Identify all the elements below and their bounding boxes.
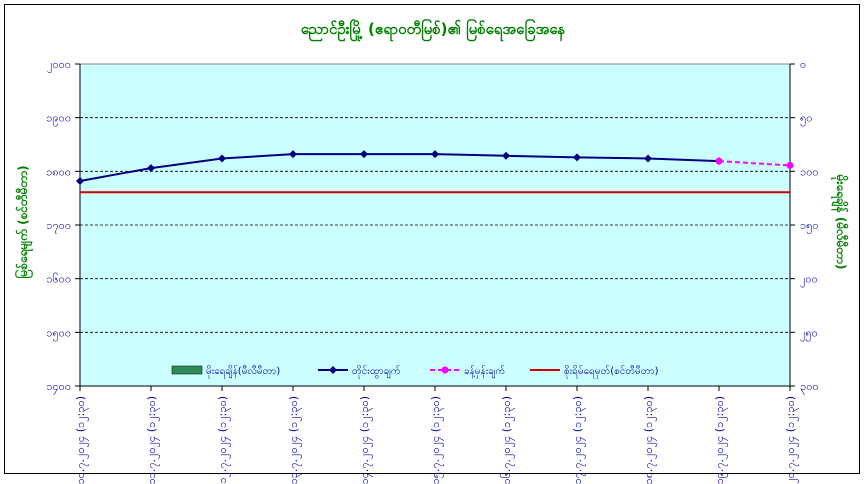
observed-point (147, 164, 155, 173)
legend-label: တိုင်းထွာချက် (352, 364, 401, 379)
x-tick-label: ၁၄.၇.၂၀၂၄ (၁၂:၃၀) (358, 396, 373, 484)
y-left-tick-label: ၁၈၀၀ (46, 165, 71, 178)
y-right-tick-label: ၀ (800, 58, 806, 71)
y-right-tick-label: ၅၀ (800, 112, 812, 127)
observed-point (502, 151, 510, 160)
y-left-tick-label: ၁၉၀၀ (46, 112, 71, 127)
x-tick-label: ၁၇.၇.၂၀၂၄ (၁၂:၃၀) (571, 396, 586, 484)
y-right-tick-label: ၃၀၀ (800, 380, 819, 395)
observed-point (76, 176, 84, 185)
x-tick-label: ၁၂.၇.၂၀၂၄ (၁၂:၃၀) (216, 396, 231, 484)
x-tick-label: ၁၆.၇.၂၀၂၄ (၁၂:၃၀) (500, 396, 515, 484)
forecast-point (715, 157, 723, 165)
y-left-tick-label: ၁၆၀၀ (46, 273, 71, 286)
y-left-tick-label: ၁၄၀၀ (46, 380, 71, 395)
chart-title: ညောင်ဦးမြို့ (ဧရာဝတီမြစ်)၏ မြစ်ရေအခြေအနေ (300, 20, 566, 38)
x-tick-label: ၁၅.၇.၂၀၂၄ (၁၂:၃၀) (429, 396, 444, 484)
x-tick-label: ၁၉.၇.၂၀၂၄ (၁၂:၃၀) (713, 396, 728, 484)
forecast-series-line (718, 160, 791, 167)
observed-point (644, 154, 652, 163)
legend-rainfall-swatch (171, 365, 203, 375)
x-tick-label: ၁၁.၇.၂၀၂၄ (၁၂:၃၀) (145, 396, 160, 484)
y-right-tick-label: ၂၀၀ (800, 273, 818, 288)
x-tick-label: ၁၀.၇.၂၀၂၄ (၁၂:၃၀) (74, 396, 89, 484)
y-right-tick-label: ၁၅၀ (800, 219, 819, 234)
observed-series-line (79, 153, 720, 182)
legend-label: ခန့်မှန်းချက် (464, 364, 505, 379)
x-tick-label: ၁၃.၇.၂၀၂၄ (၁၂:၃၀) (287, 396, 302, 484)
legend-forecast-marker (441, 366, 449, 374)
legend-label: မိုးရေချိန်(မီလီမီတာ) (206, 364, 280, 379)
observed-point (218, 154, 226, 163)
observed-point (289, 150, 297, 159)
observed-point (431, 150, 439, 159)
legend-observed-marker (329, 366, 337, 374)
legend-label: စိုးရိမ်ရေမှတ်(စင်တီမီတာ) (564, 364, 659, 379)
y-left-tick-label: ၂၀၀၀ (47, 58, 71, 73)
y-right-tick-label: ၁၀၀ (800, 165, 819, 178)
y-right-tick-label: ၂၅၀ (800, 326, 818, 341)
y-left-tick-label: ၁၅၀၀ (46, 326, 71, 341)
y-left-tick-label: ၁၇၀၀ (46, 219, 71, 234)
observed-point (360, 150, 368, 159)
x-tick-label: ၁၈.၇.၂၀၂၄ (၁၂:၃၀) (642, 396, 657, 484)
x-tick-label: ၂၀.၇.၂၀၂၄ (၁၂:၃၀) (784, 396, 799, 484)
forecast-point (786, 161, 794, 169)
observed-point (573, 153, 581, 162)
